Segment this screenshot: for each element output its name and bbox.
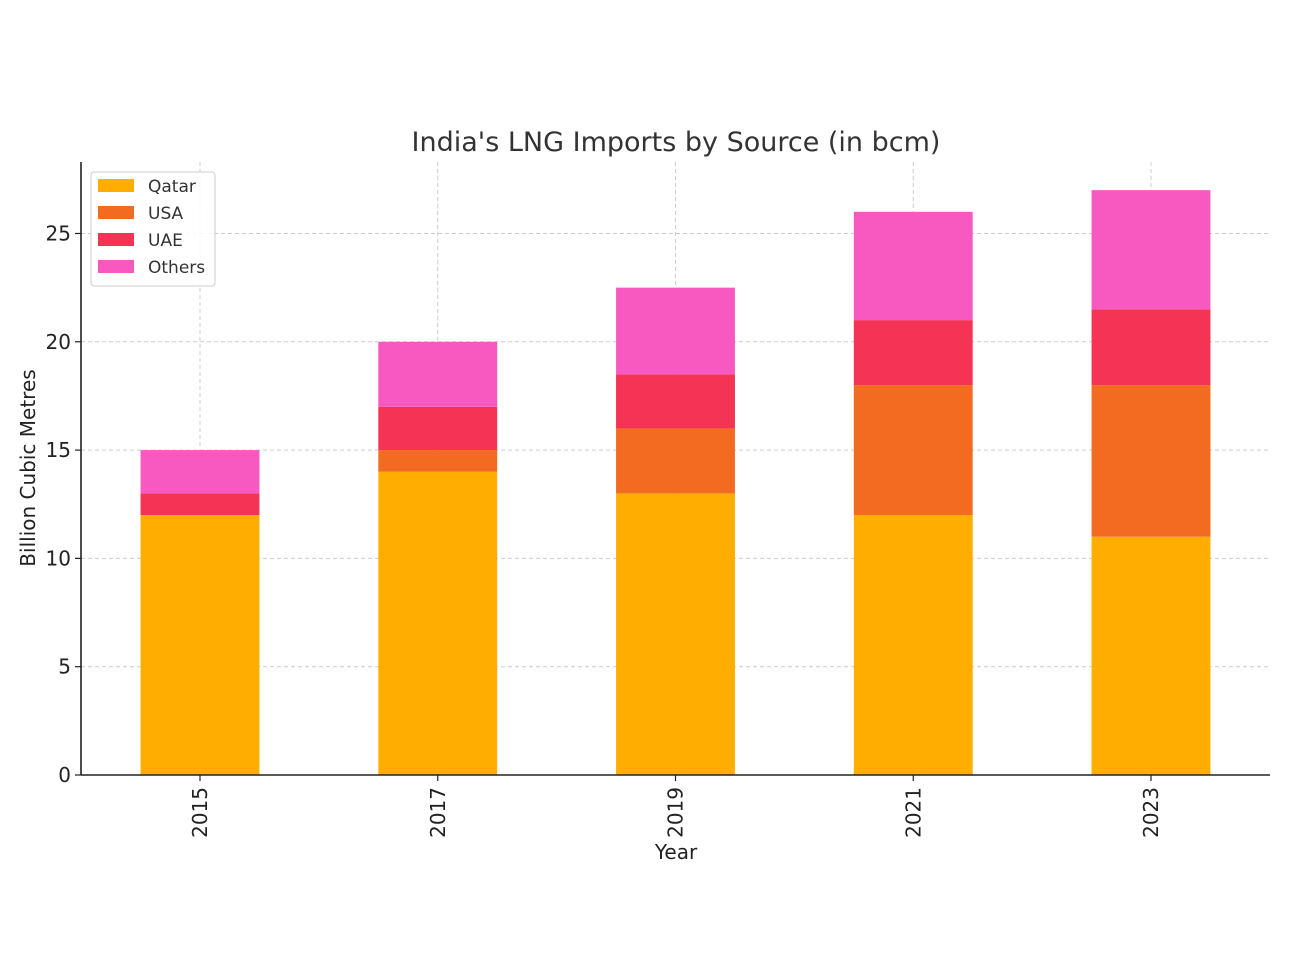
bars: Qatar 2015: 12UAE 2015: 1Others 2015: 2 Q…	[140, 190, 1211, 775]
axes	[75, 162, 1270, 781]
bar-qatar-2023: Qatar 2023: 11	[1091, 536, 1211, 775]
bar-qatar-2015: Qatar 2015: 12	[140, 515, 260, 775]
bar-uae-2015: UAE 2015: 1	[140, 493, 260, 516]
bar-qatar-2019: Qatar 2019: 13	[616, 493, 735, 775]
bar-usa-2023: USA 2023: 7	[1091, 385, 1211, 537]
tick-labels: 0 5 10 15 20 25 2015 2017 2019 2021 2023	[46, 221, 1163, 837]
legend-swatch-qatar	[98, 179, 134, 192]
legend-label-others: Others	[148, 258, 205, 278]
y-axis-label: Billion Cubic Metres	[16, 369, 40, 566]
bar-uae-2017: UAE 2017: 2	[378, 406, 498, 451]
bar-others-2015: Others 2015: 2	[140, 450, 260, 494]
x-tick-label-2015: 2015	[188, 787, 212, 838]
legend-label-qatar: Qatar	[148, 177, 196, 197]
bar-others-2023: Others 2023: 5.5	[1091, 190, 1211, 310]
y-tick-label-10: 10	[46, 546, 71, 570]
bar-others-2021: Others 2021: 5	[853, 211, 973, 321]
legend-box	[90, 171, 216, 287]
bar-qatar-2021: Qatar 2021: 12	[853, 515, 973, 775]
bar-uae-2021: UAE 2021: 3	[853, 320, 973, 386]
bar-usa-2019: USA 2019: 3	[616, 428, 735, 494]
y-tick-label-15: 15	[46, 438, 71, 462]
y-tick-label-25: 25	[46, 221, 71, 245]
x-tick-label-2021: 2021	[901, 787, 925, 838]
legend-label-usa: USA	[148, 204, 184, 224]
bar-others-2019: Others 2019: 4	[616, 287, 735, 375]
bar-others-2017: Others 2017: 3	[378, 341, 498, 407]
y-tick-label-5: 5	[58, 655, 71, 679]
y-tick-label-0: 0	[58, 763, 71, 787]
bar-uae-2023: UAE 2023: 3.5	[1091, 309, 1211, 386]
legend: Qatar USA UAE Others	[90, 171, 216, 287]
x-tick-label-2017: 2017	[426, 787, 450, 838]
bar-uae-2019: UAE 2019: 2.5	[616, 374, 735, 429]
x-tick-label-2019: 2019	[664, 787, 688, 838]
bar-usa-2017: USA 2017: 1	[378, 450, 498, 472]
grid-lines	[81, 162, 1270, 775]
bar-usa-2021: USA 2021: 6	[853, 385, 973, 516]
chart-title: India's LNG Imports by Source (in bcm)	[412, 127, 941, 158]
legend-swatch-others	[98, 260, 134, 273]
x-axis-label: Year	[654, 840, 698, 864]
legend-swatch-uae	[98, 233, 134, 246]
bar-qatar-2017: Qatar 2017: 14	[378, 471, 498, 775]
x-tick-label-2023: 2023	[1139, 787, 1163, 838]
legend-label-uae: UAE	[148, 231, 183, 251]
legend-swatch-usa	[98, 206, 134, 219]
y-tick-label-20: 20	[46, 330, 71, 354]
